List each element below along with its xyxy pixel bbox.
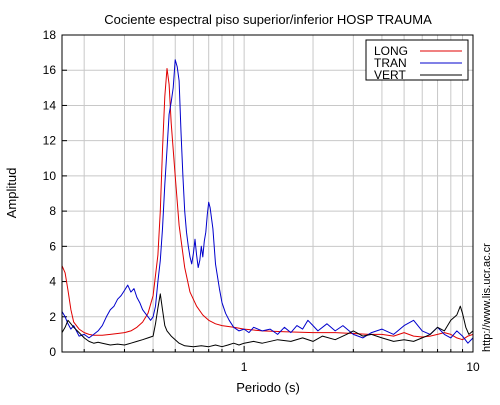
legend-label-tran: TRAN bbox=[374, 56, 407, 70]
series-line-tran bbox=[61, 59, 474, 344]
y-tick-label: 16 bbox=[43, 63, 57, 77]
y-tick-label: 0 bbox=[49, 345, 56, 359]
x-tick-label: 10 bbox=[466, 360, 480, 374]
legend-label-long: LONG bbox=[374, 44, 408, 58]
chart-series-group bbox=[61, 59, 474, 348]
plot-frame bbox=[61, 34, 474, 353]
chart-grid bbox=[62, 35, 473, 352]
y-tick-label: 12 bbox=[43, 134, 57, 148]
y-tick-label: 2 bbox=[49, 310, 56, 324]
y-tick-label: 14 bbox=[43, 98, 57, 112]
y-tick-label: 4 bbox=[49, 275, 56, 289]
series-line-long bbox=[61, 68, 474, 341]
series-line-vert bbox=[61, 293, 474, 348]
legend-box bbox=[365, 39, 469, 81]
chart-title: Cociente espectral piso superior/inferio… bbox=[104, 12, 432, 27]
y-axis-label: Amplitud bbox=[4, 168, 19, 219]
x-tick-label: 1 bbox=[241, 360, 248, 374]
legend-label-vert: VERT bbox=[374, 68, 406, 82]
axis-ticks: 0 2 4 6 8 10 12 14 16 18 1 10 bbox=[43, 28, 480, 374]
y-tick-label: 8 bbox=[49, 204, 56, 218]
x-axis-label: Periodo (s) bbox=[236, 380, 300, 395]
y-tick-label: 6 bbox=[49, 239, 56, 253]
source-url-watermark: http://www.lis.ucr.ac.cr bbox=[481, 243, 493, 352]
y-tick-label: 18 bbox=[43, 28, 57, 42]
y-tick-label: 10 bbox=[43, 169, 57, 183]
